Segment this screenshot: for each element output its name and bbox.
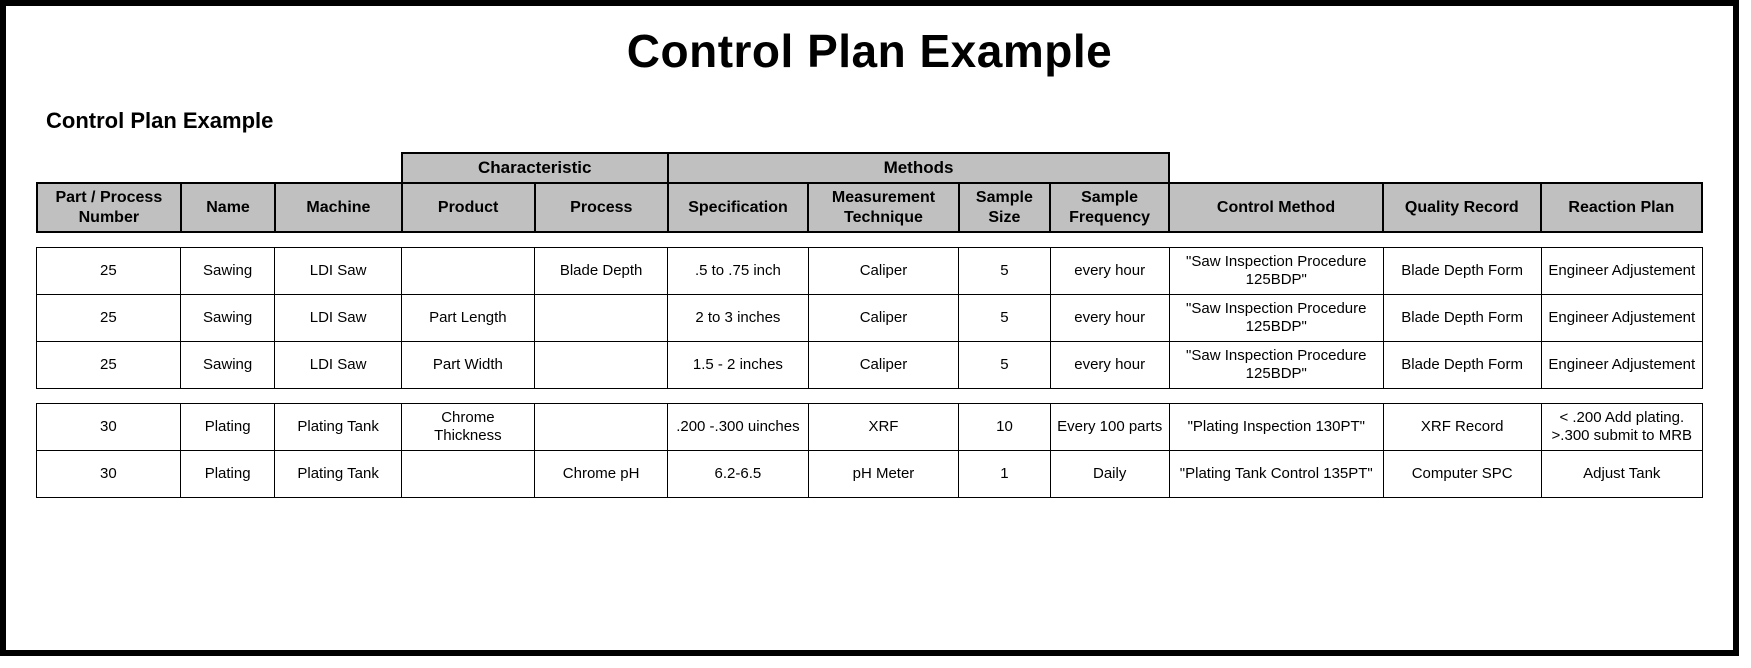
- cell: Caliper: [808, 294, 959, 341]
- cell: 25: [37, 247, 181, 294]
- cell: Daily: [1050, 450, 1169, 497]
- cell: Engineer Adjustement: [1541, 294, 1702, 341]
- data-group-2: 30 Plating Plating Tank Chrome Thickness…: [36, 403, 1703, 498]
- table-row: 25 Sawing LDI Saw Part Width 1.5 - 2 inc…: [37, 341, 1703, 388]
- col-measurement: Measurement Technique: [808, 183, 959, 231]
- cell: every hour: [1050, 294, 1169, 341]
- col-specification: Specification: [668, 183, 808, 231]
- col-reaction-plan: Reaction Plan: [1541, 183, 1702, 231]
- cell: [535, 403, 668, 450]
- gap-2: [36, 389, 1703, 403]
- cell: Sawing: [180, 341, 275, 388]
- cell: 1: [959, 450, 1050, 497]
- cell: "Saw Inspection Procedure 125BDP": [1169, 294, 1383, 341]
- cell: XRF: [808, 403, 959, 450]
- table-row: 25 Sawing LDI Saw Blade Depth .5 to .75 …: [37, 247, 1703, 294]
- col-product: Product: [402, 183, 535, 231]
- cell: 25: [37, 294, 181, 341]
- cell: [535, 294, 668, 341]
- cell: Part Width: [401, 341, 534, 388]
- cell: 5: [959, 341, 1050, 388]
- cell: Caliper: [808, 341, 959, 388]
- cell: LDI Saw: [275, 247, 401, 294]
- cell: Chrome Thickness: [401, 403, 534, 450]
- cell: Blade Depth Form: [1383, 341, 1541, 388]
- cell: Plating Tank: [275, 403, 401, 450]
- cell: "Saw Inspection Procedure 125BDP": [1169, 247, 1383, 294]
- group-blank-left: [37, 153, 402, 183]
- cell: every hour: [1050, 247, 1169, 294]
- cell: 2 to 3 inches: [668, 294, 808, 341]
- cell: pH Meter: [808, 450, 959, 497]
- cell: .5 to .75 inch: [668, 247, 808, 294]
- cell: Adjust Tank: [1541, 450, 1702, 497]
- document-frame: Control Plan Example Control Plan Exampl…: [0, 0, 1739, 656]
- cell: 30: [37, 450, 181, 497]
- cell: 5: [959, 247, 1050, 294]
- cell: 10: [959, 403, 1050, 450]
- cell: Sawing: [180, 294, 275, 341]
- group-blank-right: [1169, 153, 1702, 183]
- cell: Computer SPC: [1383, 450, 1541, 497]
- cell: Chrome pH: [535, 450, 668, 497]
- cell: Blade Depth: [535, 247, 668, 294]
- column-header-row: Part / Process Number Name Machine Produ…: [37, 183, 1702, 231]
- cell: Blade Depth Form: [1383, 247, 1541, 294]
- gap-1: [36, 233, 1703, 247]
- col-sample-size: Sample Size: [959, 183, 1050, 231]
- cell: Caliper: [808, 247, 959, 294]
- col-quality-record: Quality Record: [1383, 183, 1541, 231]
- cell: .200 -.300 uinches: [668, 403, 808, 450]
- cell: Plating: [180, 403, 275, 450]
- cell: "Saw Inspection Procedure 125BDP": [1169, 341, 1383, 388]
- col-control-method: Control Method: [1169, 183, 1383, 231]
- cell: Plating: [180, 450, 275, 497]
- group-methods: Methods: [668, 153, 1169, 183]
- main-title: Control Plan Example: [36, 24, 1703, 78]
- cell: Every 100 parts: [1050, 403, 1169, 450]
- cell: 30: [37, 403, 181, 450]
- cell: every hour: [1050, 341, 1169, 388]
- col-part-process: Part / Process Number: [37, 183, 181, 231]
- header-table: Characteristic Methods Part / Process Nu…: [36, 152, 1703, 233]
- cell: "Plating Inspection 130PT": [1169, 403, 1383, 450]
- cell: Engineer Adjustement: [1541, 341, 1702, 388]
- cell: 5: [959, 294, 1050, 341]
- cell: Sawing: [180, 247, 275, 294]
- cell: < .200 Add plating. >.300 submit to MRB: [1541, 403, 1702, 450]
- cell: 25: [37, 341, 181, 388]
- table-row: 30 Plating Plating Tank Chrome Thickness…: [37, 403, 1703, 450]
- cell: "Plating Tank Control 135PT": [1169, 450, 1383, 497]
- cell: XRF Record: [1383, 403, 1541, 450]
- col-sample-freq: Sample Frequency: [1050, 183, 1169, 231]
- cell: 1.5 - 2 inches: [668, 341, 808, 388]
- data-group-1: 25 Sawing LDI Saw Blade Depth .5 to .75 …: [36, 247, 1703, 389]
- col-machine: Machine: [275, 183, 401, 231]
- cell: Engineer Adjustement: [1541, 247, 1702, 294]
- group-header-row: Characteristic Methods: [37, 153, 1702, 183]
- col-process: Process: [535, 183, 668, 231]
- cell: [535, 341, 668, 388]
- cell: Blade Depth Form: [1383, 294, 1541, 341]
- cell: 6.2-6.5: [668, 450, 808, 497]
- cell: [401, 450, 534, 497]
- cell: LDI Saw: [275, 294, 401, 341]
- cell: Plating Tank: [275, 450, 401, 497]
- table-row: 30 Plating Plating Tank Chrome pH 6.2-6.…: [37, 450, 1703, 497]
- group-characteristic: Characteristic: [402, 153, 668, 183]
- table-row: 25 Sawing LDI Saw Part Length 2 to 3 inc…: [37, 294, 1703, 341]
- sub-title: Control Plan Example: [46, 108, 1703, 134]
- cell: LDI Saw: [275, 341, 401, 388]
- cell: Part Length: [401, 294, 534, 341]
- cell: [401, 247, 534, 294]
- col-name: Name: [181, 183, 276, 231]
